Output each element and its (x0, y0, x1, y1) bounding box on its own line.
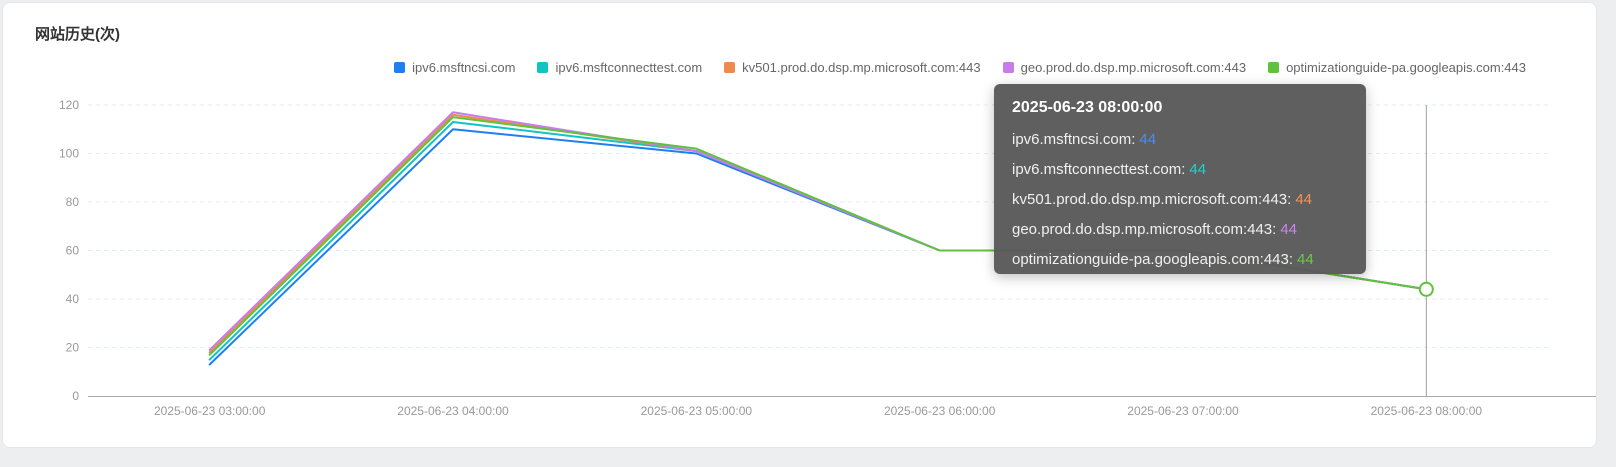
y-tick-label: 100 (59, 147, 79, 161)
legend-label: kv501.prod.do.dsp.mp.microsoft.com:443 (742, 60, 981, 75)
tooltip-series-value: 44 (1297, 251, 1314, 268)
legend-item-optimizationguide-pa.googleapis.com:443[interactable]: optimizationguide-pa.googleapis.com:443 (1268, 60, 1526, 75)
legend-swatch-icon (1002, 62, 1014, 73)
legend-label: optimizationguide-pa.googleapis.com:443 (1286, 60, 1526, 75)
tooltip-series-value: 44 (1295, 191, 1312, 208)
tooltip-row: ipv6.msftncsi.com: 44 (1012, 125, 1348, 155)
y-tick-label: 20 (66, 341, 80, 355)
x-tick-label: 2025-06-23 07:00:00 (1127, 404, 1239, 418)
chart-title: 网站历史(次) (35, 26, 120, 43)
tooltip-series-name: geo.prod.do.dsp.mp.microsoft.com:443: (1012, 221, 1277, 238)
y-tick-label: 80 (66, 195, 80, 209)
legend-swatch-icon (537, 62, 549, 73)
x-tick-label: 2025-06-23 06:00:00 (884, 404, 996, 418)
legend-item-ipv6.msftconnecttest.com[interactable]: ipv6.msftconnecttest.com (537, 60, 702, 75)
tooltip-header: 2025-06-23 08:00:00 (1012, 99, 1163, 116)
legend-label: ipv6.msftconnecttest.com (555, 60, 703, 75)
y-tick-label: 60 (66, 244, 80, 258)
tooltip-row: ipv6.msftconnecttest.com: 44 (1012, 155, 1348, 185)
x-tick-label: 2025-06-23 04:00:00 (397, 404, 509, 418)
legend-label: geo.prod.do.dsp.mp.microsoft.com:443 (1020, 60, 1247, 75)
tooltip-series-value: 44 (1139, 131, 1157, 148)
legend-item-ipv6.msftncsi.com[interactable]: ipv6.msftncsi.com (394, 60, 515, 75)
tooltip-series-name: ipv6.msftconnecttest.com: (1012, 161, 1186, 178)
tooltip-series-name: kv501.prod.do.dsp.mp.microsoft.com:443: (1012, 191, 1292, 208)
tooltip-series-name: ipv6.msftncsi.com: (1012, 131, 1136, 148)
legend-item-geo.prod.do.dsp.mp.microsoft.com:443[interactable]: geo.prod.do.dsp.mp.microsoft.com:443 (1002, 60, 1247, 75)
tooltip-series-value: 44 (1280, 221, 1297, 238)
y-tick-label: 120 (59, 98, 79, 112)
chart-card: 网站历史(次) ipv6.msftncsi.com ipv6.msftconnec… (2, 2, 1597, 448)
legend-swatch-icon (394, 62, 406, 73)
y-tick-label: 40 (66, 292, 80, 306)
legend-label: ipv6.msftncsi.com (412, 60, 516, 75)
tooltip-row: geo.prod.do.dsp.mp.microsoft.com:443: 44 (1012, 215, 1348, 245)
x-tick-label: 2025-06-23 05:00:00 (641, 404, 753, 418)
x-tick-label: 2025-06-23 03:00:00 (154, 404, 266, 418)
chart-tooltip: 2025-06-23 08:00:00 ipv6.msftncsi.com: 44… (994, 84, 1366, 274)
legend-item-kv501.prod.do.dsp.mp.microsoft.com:443[interactable]: kv501.prod.do.dsp.mp.microsoft.com:443 (724, 60, 981, 75)
tooltip-series-name: optimizationguide-pa.googleapis.com:443: (1012, 251, 1294, 268)
hover-point-marker (1418, 281, 1434, 297)
legend-swatch-icon (724, 62, 736, 73)
x-tick-label: 2025-06-23 08:00:00 (1371, 404, 1483, 418)
chart-legend: ipv6.msftncsi.com ipv6.msftconnecttest.co… (394, 60, 1526, 75)
tooltip-rows: ipv6.msftncsi.com: 44 ipv6.msftconnecttest… (1012, 125, 1348, 275)
tooltip-row: kv501.prod.do.dsp.mp.microsoft.com:443: 4… (1012, 185, 1348, 215)
legend-swatch-icon (1268, 62, 1280, 73)
tooltip-row: optimizationguide-pa.googleapis.com:443:… (1012, 245, 1348, 275)
line-chart[interactable]: 0 20 40 60 80 100 120 2025-06-23 03:00:00 2025-0… (3, 3, 1616, 467)
tooltip-series-value: 44 (1189, 161, 1207, 178)
y-tick-label: 0 (72, 389, 79, 403)
